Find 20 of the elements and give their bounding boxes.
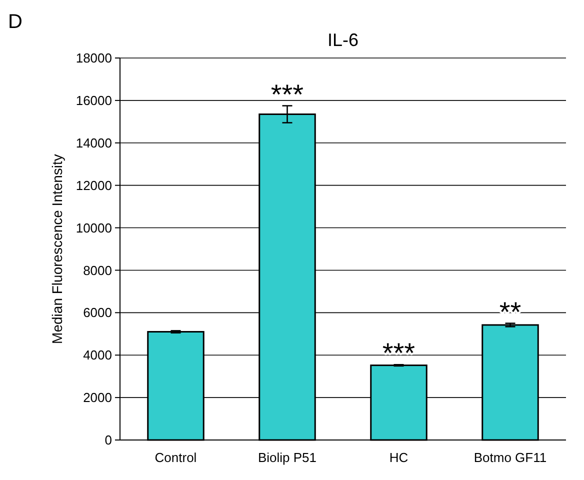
- y-tick-label: 4000: [83, 348, 112, 363]
- y-tick-label: 16000: [76, 92, 112, 108]
- y-tick-label: 6000: [83, 305, 112, 320]
- y-tick-label: 10000: [76, 220, 112, 236]
- annotation: **: [499, 296, 522, 328]
- y-tick-label: 14000: [76, 135, 112, 150]
- x-tick-label: HC: [389, 450, 408, 465]
- y-tick-label: 18000: [76, 50, 112, 66]
- x-tick-label: Control: [154, 450, 197, 465]
- chart-title: IL-6: [327, 30, 359, 50]
- y-axis-title: Median Fluorescence Intensity: [49, 154, 65, 344]
- x-tick-label: Biolip P51: [258, 450, 317, 465]
- y-tick-label: 8000: [83, 262, 112, 278]
- y-tick-label: 2000: [83, 390, 112, 406]
- x-tick-label: Botmo GF11: [474, 450, 547, 465]
- annotation: ***: [270, 78, 304, 110]
- y-tick-label: 12000: [76, 178, 112, 193]
- y-tick-label: 0: [104, 432, 112, 448]
- annotation: ***: [382, 338, 416, 369]
- text: D: [8, 11, 22, 33]
